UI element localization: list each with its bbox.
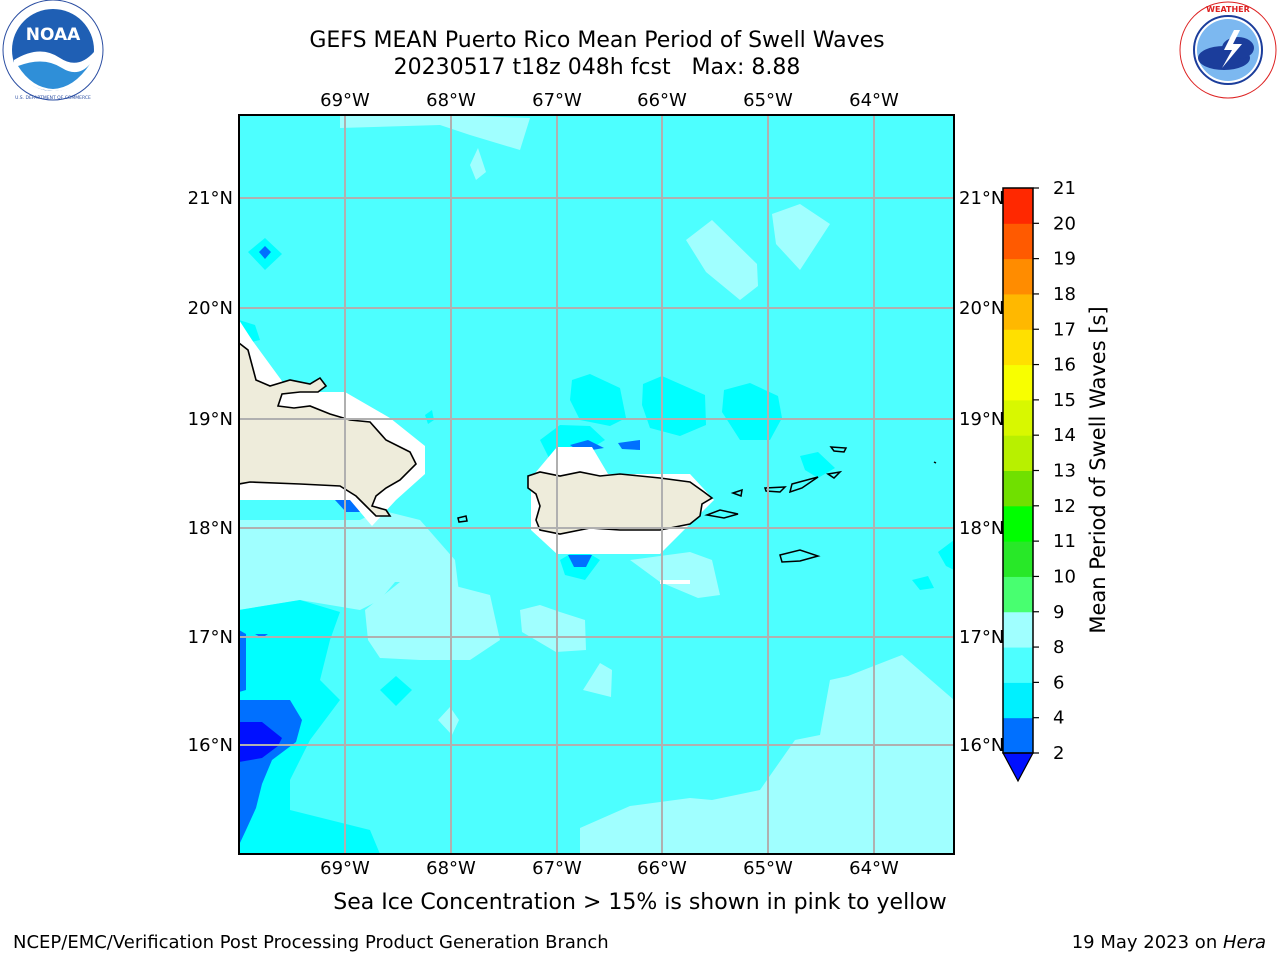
colorbar-swatch [1003,611,1033,648]
colorbar-tick-label: 6 [1053,672,1064,693]
colorbar-tick-label: 12 [1053,496,1076,517]
swell-6-8s-zones [239,238,954,854]
swell-2-4s-zone [239,722,282,762]
lat-label: 21°N [959,188,1004,209]
lat-labels-right: 21°N 20°N 19°N 18°N 17°N 16°N [959,188,1004,756]
lon-labels-top: 69°W 68°W 67°W 66°W 65°W 64°W [320,90,899,111]
lat-label: 16°N [188,735,233,756]
lat-label: 20°N [188,298,233,319]
lat-label: 21°N [188,188,233,209]
colorbar-swatch [1003,188,1033,224]
colorbar-tick-label: 17 [1053,319,1076,340]
footer-date-host: 19 May 2023 on Hera [1072,932,1266,953]
lon-label: 65°W [743,858,793,879]
svg-text:U.S. DEPARTMENT OF COMMERCE: U.S. DEPARTMENT OF COMMERCE [15,95,91,101]
graticule [239,115,954,854]
lon-label: 65°W [743,90,793,111]
colorbar-swatch [1003,717,1033,754]
colorbar-swatch [1003,293,1033,330]
chart-title: GEFS MEAN Puerto Rico Mean Period of Swe… [309,28,885,53]
chart-subtitle: 20230517 t18z 048h fcst Max: 8.88 [393,55,801,80]
colorbar-tick-label: 14 [1053,425,1076,446]
lon-label: 66°W [637,90,687,111]
lat-label: 18°N [188,518,233,539]
colorbar-tick-label: 2 [1053,743,1064,764]
lon-label: 66°W [637,858,687,879]
colorbar-tick-label: 13 [1053,461,1076,482]
sea-ice-caption: Sea Ice Concentration > 15% is shown in … [333,890,947,915]
colorbar-swatch [1003,223,1033,260]
colorbar-tick-label: 11 [1053,531,1076,552]
hispaniola [239,341,417,517]
colorbar-swatch [1003,682,1033,719]
colorbar-tick-label: 9 [1053,602,1064,623]
lon-label: 67°W [532,858,582,879]
colorbar-under-arrow [1001,752,1035,783]
noaa-logo: NOAA U.S. DEPARTMENT OF COMMERCE [2,0,104,101]
lon-label: 64°W [849,90,899,111]
lat-label: 20°N [959,298,1004,319]
colorbar-tick-label: 4 [1053,708,1064,729]
colorbar-swatches [1003,188,1033,754]
colorbar-tick-label: 20 [1053,213,1076,234]
lon-label: 64°W [849,858,899,879]
colorbar-tick-label: 10 [1053,566,1076,587]
colorbar-label: Mean Period of Swell Waves [s] [1086,306,1110,633]
nws-logo: WEATHER [1179,1,1277,99]
colorbar-tick-label: 19 [1053,249,1076,270]
lat-labels-left: 21°N 20°N 19°N 18°N 17°N 16°N [188,188,233,756]
colorbar-tick-label: 15 [1053,390,1076,411]
swell-8-9s-zones [239,115,954,854]
colorbar-tick-label: 8 [1053,637,1064,658]
lat-label: 17°N [959,627,1004,648]
footer-date: 19 May 2023 on [1071,932,1223,953]
colorbar-swatch [1003,576,1033,613]
svg-text:WEATHER: WEATHER [1206,5,1250,14]
colorbar-swatch [1003,435,1033,471]
map-frame [238,114,955,855]
colorbar-swatch [1003,364,1033,401]
colorbar-swatch [1003,470,1033,507]
lon-label: 67°W [532,90,582,111]
colorbar-tick-label: 18 [1053,284,1076,305]
lat-label: 16°N [959,735,1004,756]
colorbar-swatch [1003,505,1033,542]
colorbar-tick-label: 21 [1053,178,1076,199]
lat-label: 19°N [188,409,233,430]
lat-label: 17°N [188,627,233,648]
colorbar: 2 4 6 8 9 10 11 12 13 14 15 16 17 18 19 20 21 Mean Perio… [1001,178,1110,783]
lon-labels-bottom: 69°W 68°W 67°W 66°W 65°W 64°W [320,858,899,879]
colorbar-tick-label: 16 [1053,355,1076,376]
lat-label: 18°N [959,518,1004,539]
colorbar-swatch [1003,399,1033,436]
lon-label: 68°W [426,858,476,879]
svg-text:NOAA: NOAA [26,25,81,45]
colorbar-swatch [1003,541,1033,577]
colorbar-swatch [1003,329,1033,366]
small-islands [457,446,937,563]
footer-host: Hera [1222,932,1266,953]
lat-label: 19°N [959,409,1004,430]
puerto-rico [527,471,714,535]
lon-label: 68°W [426,90,476,111]
colorbar-swatch [1003,258,1033,295]
colorbar-ticks: 2 4 6 8 9 10 11 12 13 14 15 16 17 18 19 20 21 [1033,178,1076,764]
colorbar-swatch [1003,647,1033,683]
lon-label: 69°W [320,858,370,879]
footer-branch: NCEP/EMC/Verification Post Processing Pr… [13,932,609,953]
lon-label: 69°W [320,90,370,111]
